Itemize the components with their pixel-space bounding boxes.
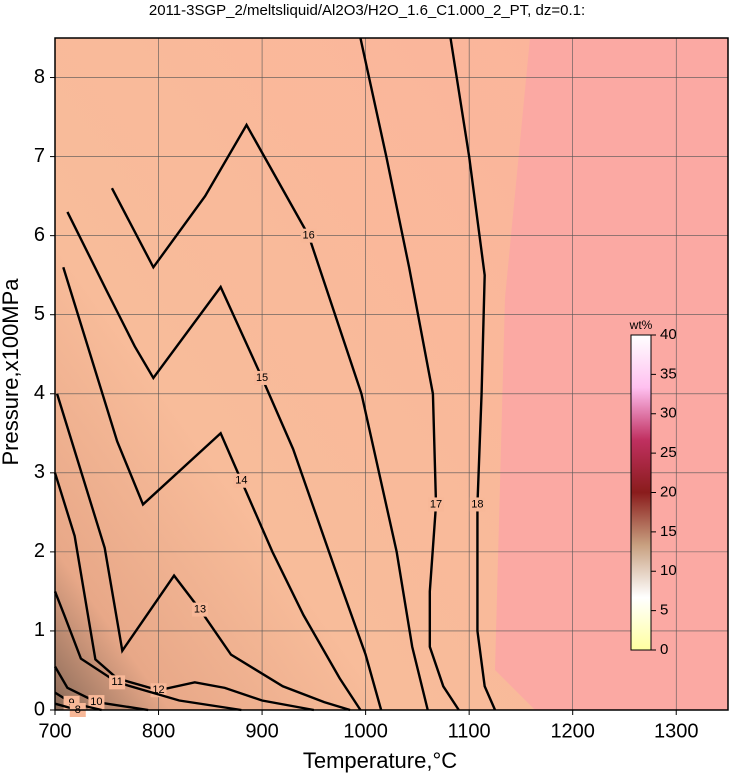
- contour-label-bg: [88, 695, 105, 710]
- contour-label: 10: [90, 696, 102, 708]
- colorbar-tick-label: 30: [660, 405, 677, 422]
- x-axis-label: Temperature,°C: [303, 748, 457, 773]
- x-tick-label: 800: [142, 720, 175, 742]
- y-tick-label: 6: [34, 224, 45, 246]
- liquid-field: [55, 38, 535, 710]
- colorbar-tick-label: 20: [660, 483, 677, 500]
- y-axis-label: Pressure,x100MPa: [0, 278, 23, 466]
- contour-line: [66, 211, 383, 711]
- contour-label: 14: [235, 475, 247, 487]
- x-tick-label: 1000: [343, 720, 388, 742]
- y-tick-label: 7: [34, 145, 45, 167]
- x-tick-label: 1200: [550, 720, 595, 742]
- y-tick-label: 5: [34, 303, 45, 325]
- y-tick-label: 3: [34, 461, 45, 483]
- y-tick-label: 2: [34, 540, 45, 562]
- contour-line: [53, 665, 149, 712]
- contour-label-bg: [300, 228, 317, 243]
- chart-title: 2011-3SGP_2/meltsliquid/Al2O3/H2O_1.6_C1…: [149, 2, 585, 19]
- x-tick-label: 1300: [654, 720, 699, 742]
- contour-label-bg: [191, 602, 208, 617]
- contour-label: 18: [471, 498, 483, 510]
- y-tick-label: 0: [34, 698, 45, 720]
- x-tick-label: 900: [245, 720, 278, 742]
- contour-label-bg: [469, 497, 486, 512]
- contour-label: 15: [256, 372, 268, 384]
- colorbar-tick-label: 5: [660, 602, 668, 619]
- contour-label-bg: [428, 497, 445, 512]
- colorbar-tick-label: 35: [660, 365, 677, 382]
- contour-label: 9: [69, 697, 75, 709]
- contour-label-bg: [109, 675, 126, 690]
- y-tick-label: 8: [34, 66, 45, 88]
- contour-line: [53, 590, 242, 712]
- colorbar-tick-label: 25: [660, 444, 677, 461]
- y-tick-label: 4: [34, 382, 45, 404]
- colorbar-label: wt%: [629, 318, 653, 332]
- plot-frame: [54, 37, 729, 711]
- contour-label: 17: [430, 498, 442, 510]
- colorbar-tick-label: 0: [660, 641, 668, 658]
- contour-label: 11: [111, 676, 122, 688]
- colorbar: [630, 334, 652, 651]
- colorbar-tick-label: 10: [660, 562, 677, 579]
- x-tick-label: 1100: [448, 720, 491, 742]
- contour-label: 13: [194, 604, 206, 616]
- y-tick-label: 1: [34, 619, 45, 641]
- contour-label-bg: [233, 473, 250, 488]
- contour-line: [449, 37, 497, 711]
- contour-label-bg: [254, 370, 271, 385]
- colorbar-tick-label: 15: [660, 523, 677, 540]
- x-tick-label: 700: [38, 720, 71, 742]
- contour-label: 16: [303, 230, 315, 242]
- colorbar-tick-label: 40: [660, 326, 677, 343]
